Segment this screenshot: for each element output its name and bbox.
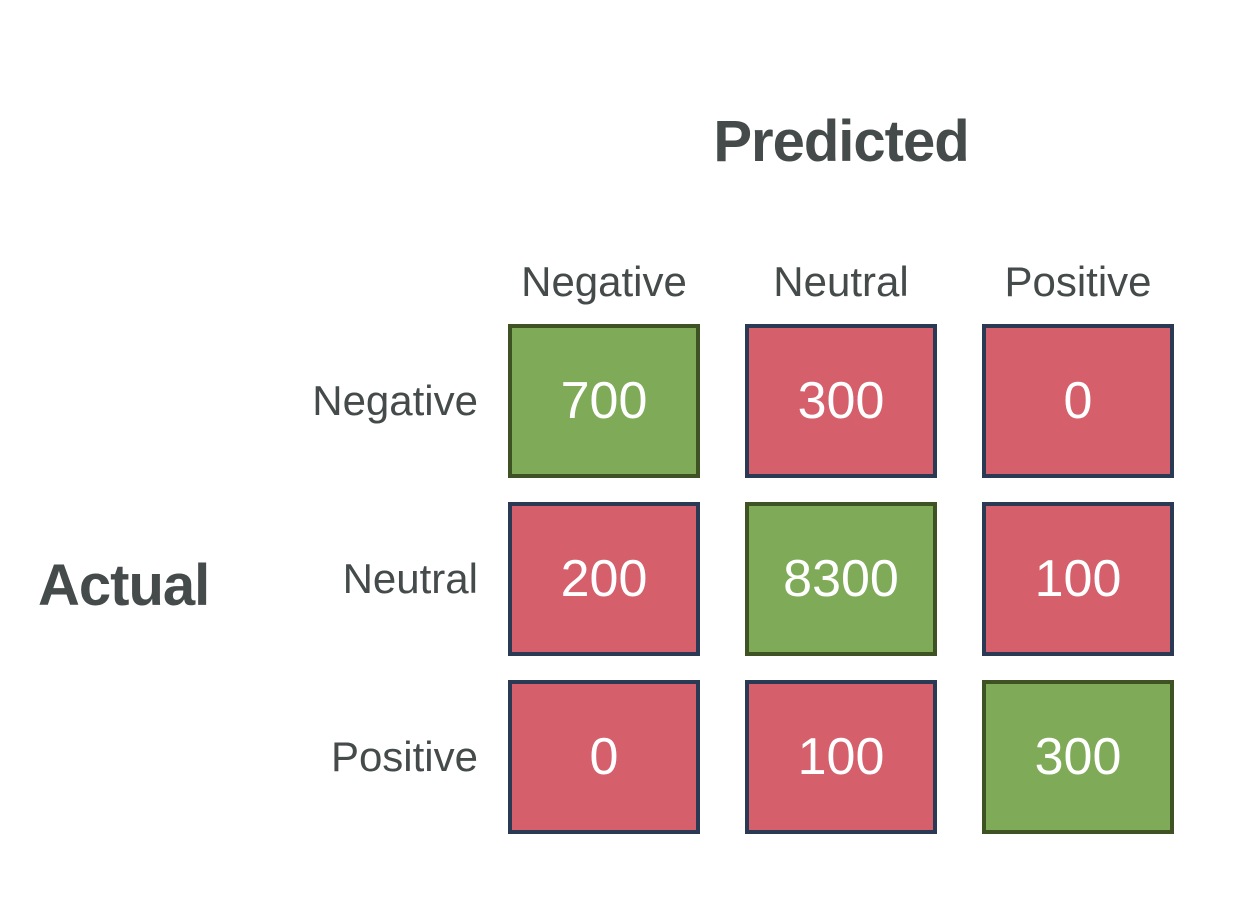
column-header-positive: Positive [1004,258,1152,305]
matrix-cell-r0c2: 0 [982,324,1174,478]
matrix-cell-r0c1: 300 [745,324,937,478]
row-label-negative: Negative [312,377,478,424]
predicted-axis-title: Predicted [713,109,969,174]
matrix-cell-r0c0: 700 [508,324,700,478]
column-headers: Negative Neutral Positive [508,258,1174,306]
column-header-negative: Negative [521,258,687,305]
matrix-cell-r1c1: 8300 [745,502,937,656]
matrix-grid: 700 300 0 200 8300 100 0 100 300 [508,324,1174,834]
row-label-positive: Positive [330,733,478,780]
row-label-neutral: Neutral [342,555,478,602]
column-header-neutral: Neutral [773,258,909,305]
matrix-cell-r1c0: 200 [508,502,700,656]
matrix-cell-r2c2: 300 [982,680,1174,834]
matrix-cell-r2c1: 100 [745,680,937,834]
actual-axis-title: Actual [38,553,210,618]
matrix-cell-r1c2: 100 [982,502,1174,656]
matrix-cell-r2c0: 0 [508,680,700,834]
